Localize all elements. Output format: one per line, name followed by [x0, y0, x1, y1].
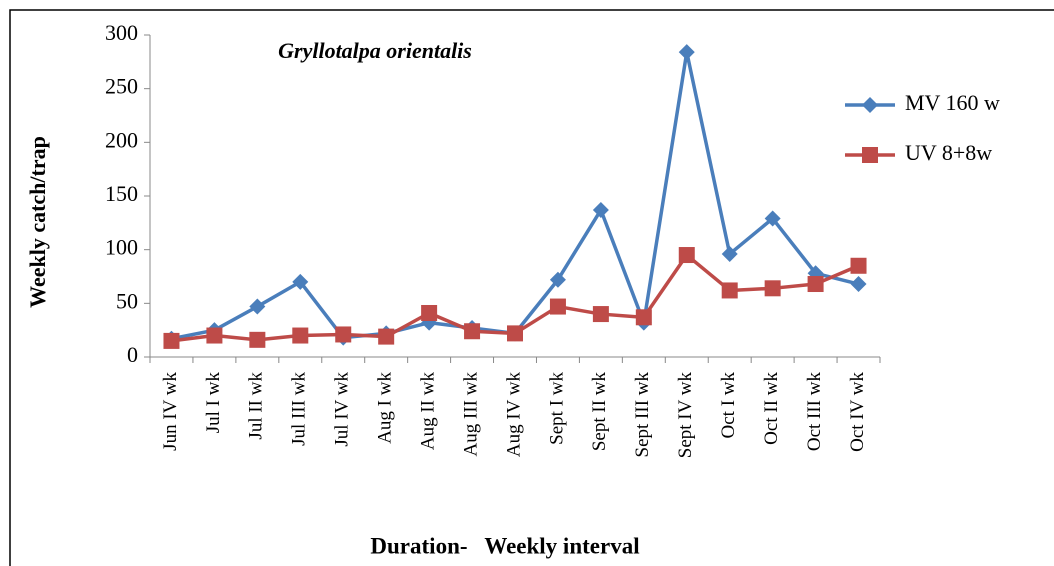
- point: [292, 273, 309, 290]
- x-tick-label: Sept I wk: [546, 372, 567, 445]
- point: [335, 326, 352, 343]
- legend-marker: [862, 97, 878, 113]
- point: [678, 44, 695, 61]
- legend-label: UV 8+8w: [905, 140, 992, 165]
- point: [850, 276, 867, 293]
- x-tick-label: Oct I wk: [718, 372, 739, 439]
- y-tick-label: 0: [127, 342, 138, 367]
- point: [421, 304, 438, 321]
- x-axis-title: Duration- Weekly interval: [370, 533, 639, 558]
- point: [163, 332, 180, 349]
- point: [249, 331, 266, 348]
- x-tick-label: Oct II wk: [761, 372, 782, 445]
- x-tick-label: Aug I wk: [375, 372, 396, 444]
- y-axis-title: Weekly catch/trap: [25, 136, 50, 308]
- point: [850, 257, 867, 274]
- point: [507, 325, 523, 342]
- point: [464, 323, 481, 340]
- x-tick-label: Oct III wk: [804, 372, 825, 452]
- x-tick-label: Jul IV wk: [332, 372, 353, 447]
- chart-title: Gryllotalpa orientalis: [278, 38, 472, 63]
- point: [549, 298, 566, 315]
- point: [635, 309, 652, 326]
- point: [549, 271, 566, 288]
- y-tick-label: 250: [105, 74, 138, 99]
- legend-marker: [862, 147, 878, 163]
- x-tick-label: Sept II wk: [589, 372, 610, 452]
- point: [721, 245, 738, 262]
- point: [378, 328, 395, 345]
- point: [292, 327, 309, 344]
- x-tick-label: Jul III wk: [289, 372, 310, 446]
- x-tick-label: Jul I wk: [203, 372, 224, 434]
- point: [592, 306, 609, 323]
- x-tick-label: Aug IV wk: [503, 372, 524, 458]
- point: [721, 282, 738, 299]
- y-tick-label: 50: [116, 288, 138, 313]
- x-tick-label: Jul II wk: [246, 372, 267, 440]
- x-tick-label: Sept IV wk: [675, 372, 696, 459]
- point: [678, 247, 695, 264]
- point: [249, 298, 266, 315]
- point: [592, 201, 609, 218]
- x-tick-label: Aug II wk: [417, 372, 438, 451]
- point: [206, 327, 223, 344]
- y-tick-label: 200: [105, 127, 138, 152]
- point: [764, 210, 781, 227]
- series-line: [171, 50, 859, 341]
- point: [764, 280, 781, 297]
- x-tick-label: Aug III wk: [460, 372, 481, 457]
- y-tick-label: 300: [105, 20, 138, 45]
- x-tick-label: Oct IV wk: [847, 372, 868, 452]
- x-tick-label: Sept III wk: [632, 372, 653, 458]
- point: [807, 276, 824, 293]
- y-tick-label: 100: [105, 235, 138, 260]
- legend-label: MV 160 w: [905, 90, 1000, 115]
- frame: [9, 9, 1054, 566]
- y-tick-label: 150: [105, 181, 138, 206]
- x-tick-label: Jun IV wk: [160, 372, 181, 451]
